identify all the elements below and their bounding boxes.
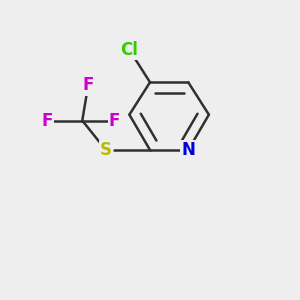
Text: F: F	[82, 76, 94, 94]
Text: S: S	[100, 141, 112, 159]
Text: Cl: Cl	[121, 41, 138, 59]
Text: F: F	[41, 112, 52, 130]
Text: F: F	[109, 112, 120, 130]
Text: N: N	[181, 141, 195, 159]
